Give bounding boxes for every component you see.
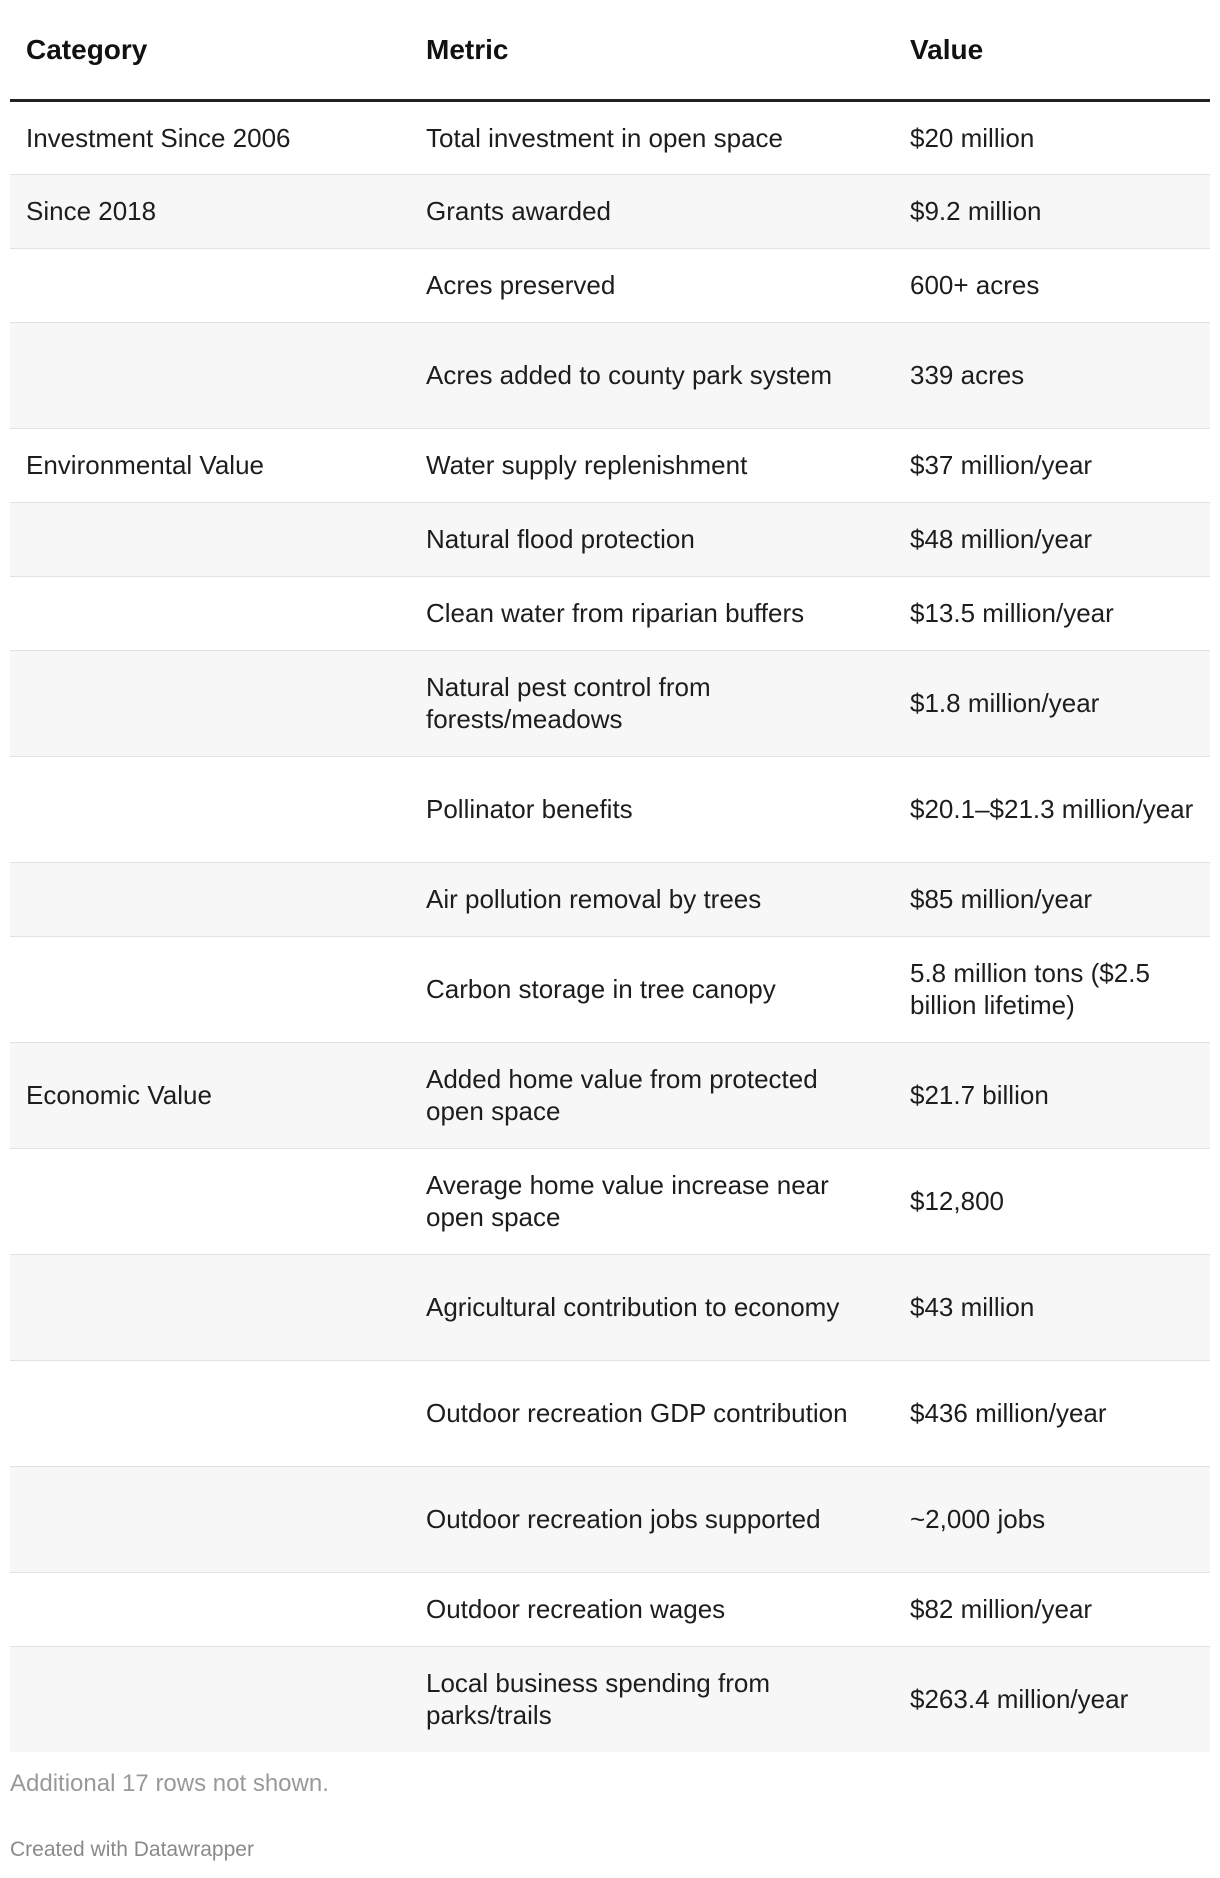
datawrapper-credit[interactable]: Created with Datawrapper xyxy=(10,1838,254,1861)
cell-metric: Total investment in open space xyxy=(410,100,894,175)
cell-value: $20 million xyxy=(894,100,1210,175)
table-row: Acres added to county park system 339 ac… xyxy=(10,322,1210,429)
table-row: Outdoor recreation GDP contribution $436… xyxy=(10,1360,1210,1467)
cell-category xyxy=(10,650,410,757)
cell-metric: Pollinator benefits xyxy=(410,756,894,863)
cell-category xyxy=(10,1572,410,1647)
cell-value: $1.8 million/year xyxy=(894,650,1210,757)
cell-metric: Acres preserved xyxy=(410,248,894,323)
cell-metric: Added home value from protected open spa… xyxy=(410,1042,894,1149)
cell-metric: Average home value increase near open sp… xyxy=(410,1148,894,1255)
cell-value: 600+ acres xyxy=(894,248,1210,323)
table-row: Average home value increase near open sp… xyxy=(10,1148,1210,1255)
header-row: Category Metric Value xyxy=(10,0,1210,102)
table-row: Natural flood protection $48 million/yea… xyxy=(10,502,1210,577)
cell-category xyxy=(10,1466,410,1573)
cell-metric: Natural pest control from forests/meadow… xyxy=(410,650,894,757)
cell-value: $48 million/year xyxy=(894,502,1210,577)
table-row: Pollinator benefits $20.1–$21.3 million/… xyxy=(10,756,1210,863)
table-row: Air pollution removal by trees $85 milli… xyxy=(10,862,1210,937)
cell-category xyxy=(10,756,410,863)
table-row: Investment Since 2006 Total investment i… xyxy=(10,100,1210,175)
cell-metric: Acres added to county park system xyxy=(410,322,894,429)
header-value[interactable]: Value xyxy=(894,0,1210,102)
table-row: Acres preserved 600+ acres xyxy=(10,248,1210,323)
data-table-container: Category Metric Value Investment Since 2… xyxy=(10,0,1210,1752)
cell-category: Since 2018 xyxy=(10,174,410,249)
cell-metric: Clean water from riparian buffers xyxy=(410,576,894,651)
cell-category xyxy=(10,1360,410,1467)
table-row: Since 2018 Grants awarded $9.2 million xyxy=(10,174,1210,249)
cell-category: Economic Value xyxy=(10,1042,410,1149)
rows-not-shown-note: Additional 17 rows not shown. xyxy=(10,1770,329,1797)
cell-category xyxy=(10,1646,410,1752)
table-row: Outdoor recreation jobs supported ~2,000… xyxy=(10,1466,1210,1573)
cell-metric: Water supply replenishment xyxy=(410,428,894,503)
cell-metric: Air pollution removal by trees xyxy=(410,862,894,937)
cell-value: 339 acres xyxy=(894,322,1210,429)
table-row: Environmental Value Water supply repleni… xyxy=(10,428,1210,503)
cell-value: $436 million/year xyxy=(894,1360,1210,1467)
cell-metric: Outdoor recreation GDP contribution xyxy=(410,1360,894,1467)
cell-value: $12,800 xyxy=(894,1148,1210,1255)
cell-category xyxy=(10,1148,410,1255)
table-row: Outdoor recreation wages $82 million/yea… xyxy=(10,1572,1210,1647)
data-table: Category Metric Value Investment Since 2… xyxy=(10,0,1210,1752)
table-row: Clean water from riparian buffers $13.5 … xyxy=(10,576,1210,651)
cell-category: Investment Since 2006 xyxy=(10,100,410,175)
cell-value: $13.5 million/year xyxy=(894,576,1210,651)
cell-metric: Outdoor recreation wages xyxy=(410,1572,894,1647)
cell-value: $43 million xyxy=(894,1254,1210,1361)
table-row: Local business spending from parks/trail… xyxy=(10,1646,1210,1752)
table-row: Natural pest control from forests/meadow… xyxy=(10,650,1210,757)
cell-category xyxy=(10,576,410,651)
cell-category xyxy=(10,862,410,937)
cell-category xyxy=(10,1254,410,1361)
cell-value: $37 million/year xyxy=(894,428,1210,503)
table-row: Agricultural contribution to economy $43… xyxy=(10,1254,1210,1361)
cell-value: $20.1–$21.3 million/year xyxy=(894,756,1210,863)
table-body: Investment Since 2006 Total investment i… xyxy=(10,100,1210,1752)
cell-value: $85 million/year xyxy=(894,862,1210,937)
table-row: Carbon storage in tree canopy 5.8 millio… xyxy=(10,936,1210,1043)
cell-category xyxy=(10,248,410,323)
cell-metric: Grants awarded xyxy=(410,174,894,249)
cell-value: ~2,000 jobs xyxy=(894,1466,1210,1573)
table-header: Category Metric Value xyxy=(10,0,1210,102)
cell-value: $9.2 million xyxy=(894,174,1210,249)
cell-metric: Outdoor recreation jobs supported xyxy=(410,1466,894,1573)
cell-category xyxy=(10,322,410,429)
cell-category: Environmental Value xyxy=(10,428,410,503)
cell-category xyxy=(10,936,410,1043)
cell-metric: Natural flood protection xyxy=(410,502,894,577)
cell-metric: Agricultural contribution to economy xyxy=(410,1254,894,1361)
cell-value: $21.7 billion xyxy=(894,1042,1210,1149)
cell-metric: Carbon storage in tree canopy xyxy=(410,936,894,1043)
table-row: Economic Value Added home value from pro… xyxy=(10,1042,1210,1149)
cell-metric: Local business spending from parks/trail… xyxy=(410,1646,894,1752)
cell-value: $263.4 million/year xyxy=(894,1646,1210,1752)
header-category[interactable]: Category xyxy=(10,0,410,102)
cell-category xyxy=(10,502,410,577)
cell-value: 5.8 million tons ($2.5 billion lifetime) xyxy=(894,936,1210,1043)
header-metric[interactable]: Metric xyxy=(410,0,894,102)
cell-value: $82 million/year xyxy=(894,1572,1210,1647)
